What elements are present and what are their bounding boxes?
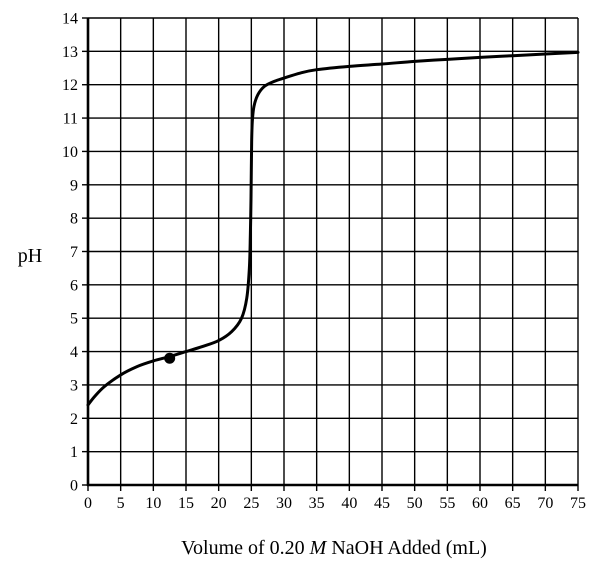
- x-tick-label: 35: [309, 495, 325, 512]
- x-axis-label: Volume of 0.20 M NaOH Added (mL): [181, 537, 487, 559]
- y-tick-label: 3: [70, 377, 78, 394]
- axes: [86, 18, 578, 487]
- y-tick-label: 0: [70, 478, 78, 495]
- x-tick-label: 50: [407, 495, 423, 512]
- x-tick-label: 75: [570, 495, 586, 512]
- x-axis-label-part-2: M: [309, 537, 328, 559]
- x-tick-label: 55: [439, 495, 455, 512]
- x-tick-label: 45: [374, 495, 390, 512]
- x-axis-label-part-3: NaOH Added (mL): [326, 537, 487, 559]
- x-tick-label: 10: [145, 495, 161, 512]
- x-axis-label-part-1: Volume of 0.20: [181, 537, 310, 559]
- y-tick-label: 8: [70, 211, 78, 228]
- x-tick-label: 40: [341, 495, 357, 512]
- x-tick-label: 20: [211, 495, 227, 512]
- x-tick-label: 65: [505, 495, 521, 512]
- x-tick-label: 70: [537, 495, 553, 512]
- y-tick-label: 6: [70, 277, 78, 294]
- y-tick-label: 1: [70, 444, 78, 461]
- y-tick-label: 9: [70, 177, 78, 194]
- y-tick-label: 14: [62, 11, 78, 28]
- y-tick-label: 2: [70, 411, 78, 428]
- half-equivalence-point: [164, 352, 176, 364]
- x-tick-labels: 0 5 10 15 20 25 30 35 40 45 50 55 60 65 70 75: [84, 485, 586, 512]
- titration-curve: [86, 50, 580, 407]
- x-tick-label: 60: [472, 495, 488, 512]
- y-tick-label: 5: [70, 311, 78, 328]
- y-tick-label: 4: [70, 344, 78, 361]
- y-tick-label: 12: [62, 77, 78, 94]
- y-axis-label: pH: [18, 245, 42, 267]
- x-tick-label: 0: [84, 495, 92, 512]
- x-tick-label: 25: [243, 495, 259, 512]
- x-tick-label: 30: [276, 495, 292, 512]
- grid: [87, 17, 579, 486]
- x-tick-label: 15: [178, 495, 194, 512]
- y-tick-label: 13: [62, 44, 78, 61]
- x-tick-label: 5: [117, 495, 125, 512]
- y-tick-label: 11: [63, 111, 78, 128]
- y-tick-label: 7: [70, 244, 78, 261]
- y-tick-label: 10: [62, 144, 78, 161]
